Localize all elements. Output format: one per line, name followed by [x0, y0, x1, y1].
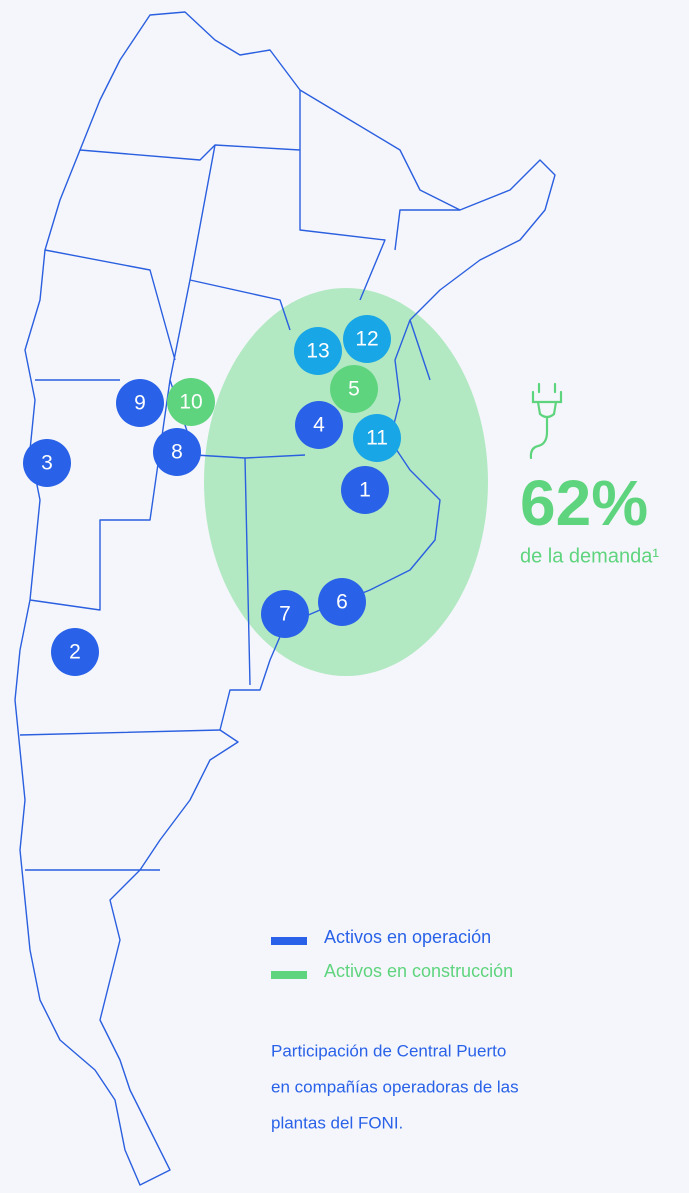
marker-label: 12: [355, 328, 378, 351]
marker: 8: [153, 428, 201, 476]
legend-swatch: [271, 937, 307, 945]
marker: 6: [318, 578, 366, 626]
country-outline: [14, 11, 556, 1186]
marker: 7: [261, 590, 309, 638]
argentina: [14, 11, 556, 1186]
marker: 9: [116, 379, 164, 427]
marker: 3: [23, 439, 71, 487]
marker-label: 2: [69, 641, 81, 664]
plug-icon: [529, 382, 563, 460]
marker-label: 1: [359, 479, 371, 502]
stat-value: 62%: [520, 467, 648, 539]
marker-label: 4: [313, 414, 325, 437]
marker: 12: [343, 315, 391, 363]
marker-dot: [295, 401, 343, 449]
note-line: en compañías operadoras de las: [271, 1077, 519, 1096]
marker: 10: [167, 378, 215, 426]
marker-label: 3: [41, 452, 53, 475]
marker-label: 9: [134, 392, 146, 415]
marker-dot: [51, 628, 99, 676]
legend-label: Activos en operación: [324, 927, 491, 947]
marker: 2: [51, 628, 99, 676]
plug-body: [529, 382, 563, 460]
legend: Activos en operación Activos en construcc…: [271, 927, 513, 981]
legend-swatch: [271, 971, 307, 979]
marker-dot: [23, 439, 71, 487]
stat-caption: de la demanda¹: [520, 545, 659, 567]
marker: 1: [341, 466, 389, 514]
marker: 11: [353, 414, 401, 462]
marker-dot: [167, 378, 215, 426]
note-line: Participación de Central Puerto: [271, 1041, 506, 1060]
marker-label: 11: [366, 427, 388, 450]
province-lines: [19, 90, 460, 871]
marker-dot: [318, 578, 366, 626]
note-line: plantas del FONI.: [271, 1113, 403, 1132]
marker-dot: [341, 466, 389, 514]
marker-dot: [116, 379, 164, 427]
marker-label: 13: [306, 340, 329, 363]
marker-label: 7: [279, 603, 291, 626]
marker-label: 6: [336, 591, 348, 614]
marker-dot: [153, 428, 201, 476]
marker-dot: [353, 414, 401, 462]
marker-dot: [343, 315, 391, 363]
note: Participación de Central Puerto en compañ…: [271, 1041, 519, 1132]
marker: 13: [294, 327, 342, 375]
marker-dot: [294, 327, 342, 375]
legend-label: Activos en construcción: [324, 961, 513, 981]
marker-dot: [261, 590, 309, 638]
marker-dot: [330, 365, 378, 413]
marker-label: 10: [179, 391, 202, 414]
marker: 4: [295, 401, 343, 449]
marker-label: 8: [171, 441, 183, 464]
marker: 5: [330, 365, 378, 413]
marker-label: 5: [348, 378, 360, 401]
